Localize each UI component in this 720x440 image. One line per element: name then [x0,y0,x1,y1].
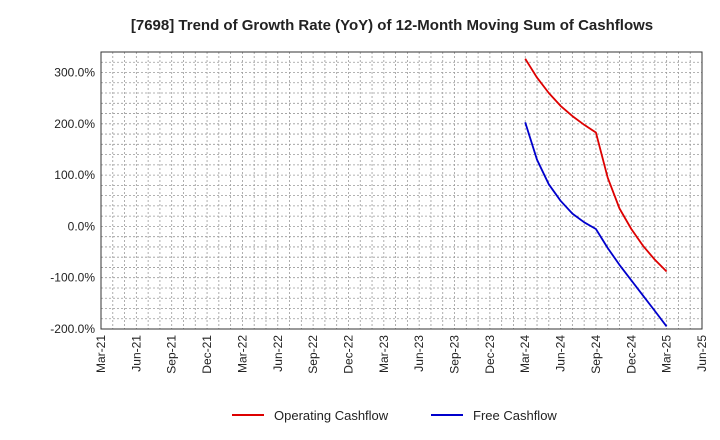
x-tick-label: Sep-23 [448,335,462,374]
y-axis-ticks: 300.0% 200.0% 100.0% 0.0% -100.0% -200.0% [50,66,95,336]
x-tick-label: Mar-21 [94,335,108,373]
x-tick-label: Mar-22 [235,335,249,373]
y-tick-label: 100.0% [54,168,95,182]
x-tick-label: Mar-24 [518,335,532,373]
x-tick-label: Mar-23 [377,335,391,373]
y-tick-label: 0.0% [68,219,96,233]
x-tick-label: Dec-22 [341,335,355,374]
y-tick-label: 300.0% [54,66,95,80]
plot-frame [100,51,703,330]
x-tick-label: Sep-24 [589,335,603,374]
legend-label-free-cashflow: Free Cashflow [473,408,557,423]
legend: Operating Cashflow Free Cashflow [232,408,557,423]
x-tick-label: Jun-24 [554,335,568,372]
chart-title: [7698] Trend of Growth Rate (YoY) of 12-… [131,17,653,34]
x-tick-label: Dec-23 [483,335,497,374]
y-tick-label: -100.0% [50,271,95,285]
x-tick-label: Sep-22 [306,335,320,374]
y-tick-label: 200.0% [54,117,95,131]
y-tick-label: -200.0% [50,322,95,336]
x-axis-ticks: Mar-21 Jun-21 Sep-21 Dec-21 Mar-22 Jun-22 Sep-… [94,335,709,374]
x-tick-label: Mar-25 [660,335,674,373]
x-tick-label: Jun-22 [271,335,285,372]
x-tick-label: Jun-23 [412,335,426,372]
free-cashflow-line [524,122,668,327]
x-tick-label: Jun-25 [695,335,709,372]
legend-label-operating-cashflow: Operating Cashflow [274,408,389,423]
x-tick-label: Jun-21 [129,335,143,372]
x-tick-label: Dec-21 [200,335,214,374]
grid-lines [101,52,702,329]
x-tick-label: Dec-24 [624,335,638,374]
operating-cashflow-line [524,58,668,273]
x-tick-label: Sep-21 [165,335,179,374]
plot-lines [524,58,668,327]
